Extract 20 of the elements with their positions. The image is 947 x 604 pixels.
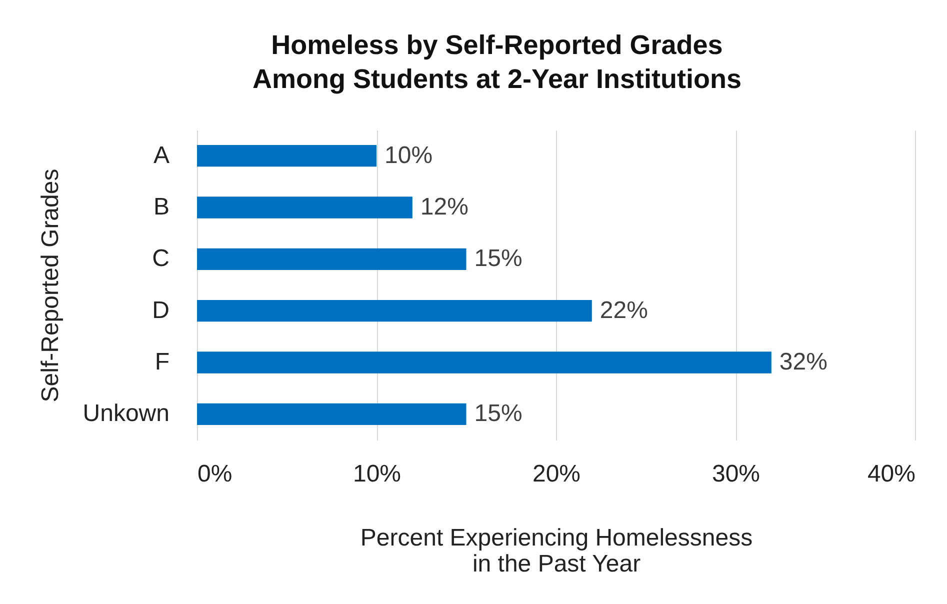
data-label: 22% [600,296,648,324]
data-label: 10% [384,142,433,169]
x-tick-label: 20% [532,460,581,488]
data-label: 15% [474,400,522,428]
data-label: 32% [779,348,828,376]
y-tick-label: B [153,194,170,220]
x-tick-label: 40% [867,460,916,488]
y-tick-label: Unkown [82,400,170,428]
x-tick-label: 0% [198,460,232,488]
data-label: 12% [420,194,468,220]
x-axis-title: Percent Experiencing Homelessness in the Past Year [360,524,753,578]
data-label: 15% [474,245,522,272]
y-axis-title: Self-Reported Grades [36,168,64,402]
y-tick-label: A [153,142,170,169]
chart-title: Homeless by Self-Reported Grades Among Students at 2-Year Institutions [252,30,742,94]
y-tick-label: F [154,348,170,376]
y-tick-label: C [152,245,170,272]
x-tick-label: 10% [352,460,402,488]
y-tick-label: D [152,296,170,324]
x-tick-label: 30% [712,460,760,488]
